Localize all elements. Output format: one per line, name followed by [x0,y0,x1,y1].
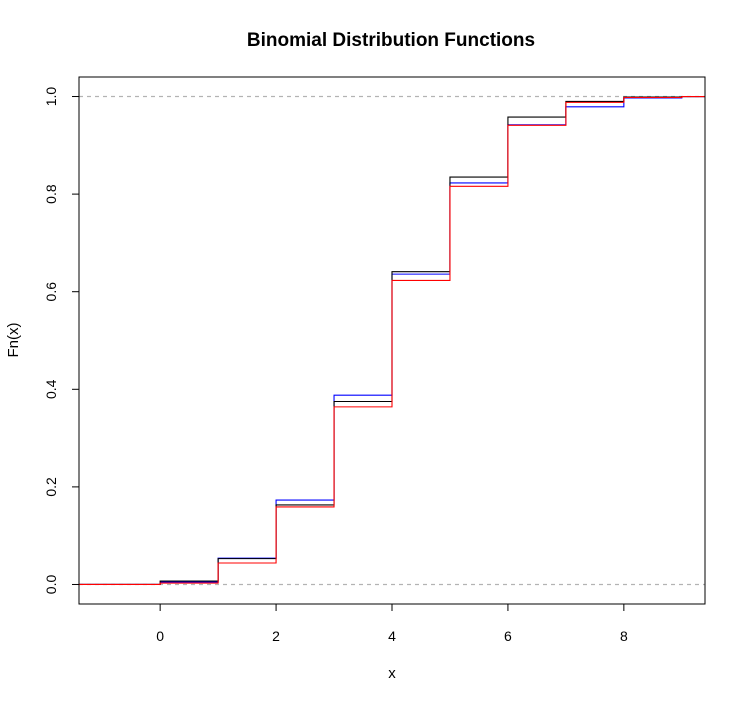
x-axis-label: x [388,665,396,682]
y-tick-label: 0.8 [43,184,59,204]
y-axis-label: Fn(x) [5,323,22,358]
y-tick-label: 0.6 [43,282,59,302]
reference-lines [79,95,705,586]
y-tick-label: 0.0 [43,575,59,595]
y-tick-label: 1.0 [43,87,59,107]
series-layer [79,95,705,586]
x-tick-label: 0 [156,628,164,644]
x-axis: 0 2 4 6 8 [156,603,628,644]
x-tick-label: 4 [388,628,396,644]
y-tick-label: 0.4 [43,379,59,399]
y-axis: 0.0 0.2 0.4 0.6 0.8 1.0 [43,87,80,595]
x-tick-label: 2 [272,628,280,644]
x-tick-label: 6 [504,628,512,644]
chart-title: Binomial Distribution Functions [247,30,535,51]
y-tick-label: 0.2 [43,477,59,497]
x-tick-label: 8 [620,628,628,644]
series-line-2 [79,95,705,586]
